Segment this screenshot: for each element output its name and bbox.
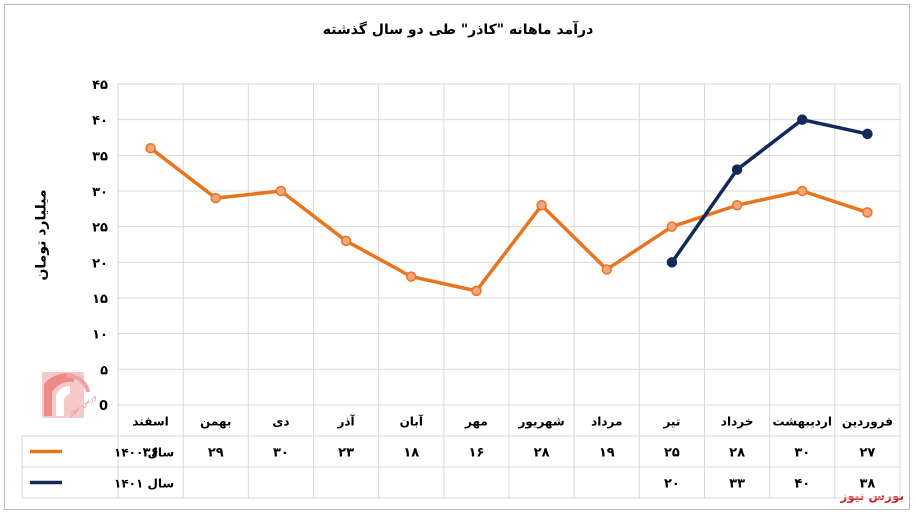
chart-title: درآمد ماهانه "کاذر" طی دو سال گذشته (322, 22, 594, 38)
source-label: بورس نیوز (840, 489, 904, 503)
y-axis-label-box: میلیارد تومان (12, 120, 72, 350)
bourse-news-logo-icon: بورس نیوز (42, 372, 96, 418)
chart-frame (4, 4, 910, 510)
y-axis-label: میلیارد تومان (34, 189, 51, 281)
